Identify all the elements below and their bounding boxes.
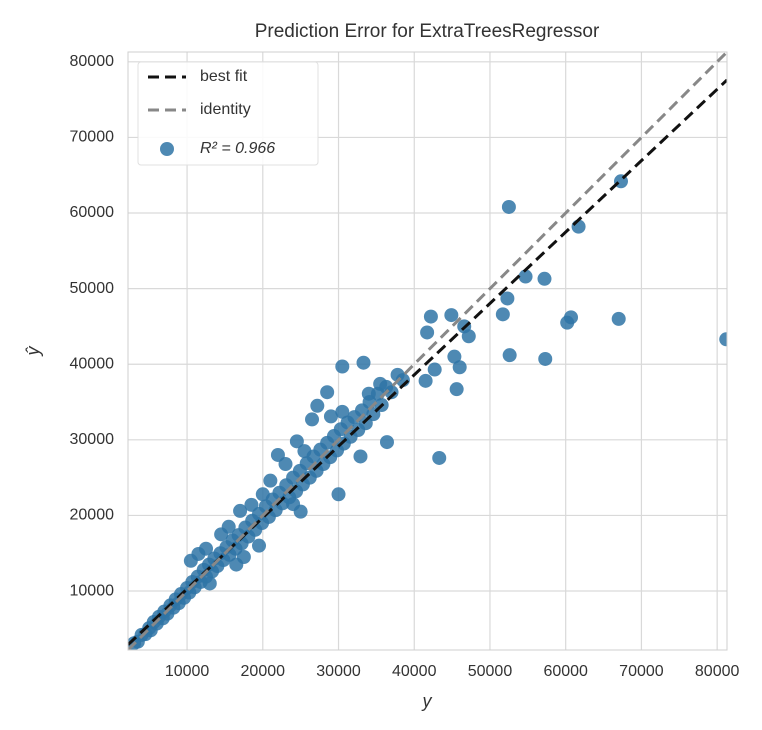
x-tick-label: 70000 (619, 663, 664, 680)
point (538, 351, 553, 366)
point (495, 307, 510, 322)
point (323, 409, 338, 424)
x-tick-label: 30000 (316, 663, 361, 680)
legend-box (137, 61, 319, 166)
point (447, 349, 462, 364)
point (335, 404, 350, 419)
x-tick-label: 10000 (165, 663, 210, 680)
point (461, 329, 476, 344)
y-tick-label: 30000 (70, 431, 115, 448)
point (501, 199, 516, 214)
point (502, 348, 517, 363)
point (719, 332, 727, 347)
point (564, 310, 579, 325)
y-axis-label: ŷ (23, 346, 43, 358)
point (320, 385, 335, 400)
y-tick-label: 10000 (70, 582, 115, 599)
point (373, 376, 388, 391)
point (305, 412, 320, 427)
point (444, 308, 459, 323)
point (449, 382, 464, 397)
legend-marker (160, 142, 174, 156)
legend-label: R² = 0.966 (200, 140, 275, 157)
point (331, 487, 346, 502)
point (452, 360, 467, 375)
y-tick-label: 60000 (70, 204, 115, 221)
legend-label: best fit (200, 68, 248, 85)
plot (128, 52, 727, 650)
y-tick-label: 80000 (70, 53, 115, 70)
x-tick-label: 80000 (695, 663, 740, 680)
point (236, 550, 251, 565)
point (361, 386, 376, 401)
point (418, 373, 433, 388)
point (255, 487, 270, 502)
x-tick-label: 60000 (543, 663, 588, 680)
point (356, 355, 371, 370)
point (233, 503, 248, 518)
y-tick-label: 20000 (70, 507, 115, 524)
x-axis-label: y (421, 691, 433, 711)
x-tick-label: 50000 (468, 663, 513, 680)
point (198, 541, 213, 556)
point (518, 269, 533, 284)
plot-frame (127, 51, 728, 651)
fit-line (128, 52, 727, 650)
point (432, 450, 447, 465)
point (263, 473, 278, 488)
point (278, 457, 293, 472)
point (423, 309, 438, 324)
legend: best fit identity R² = 0.966 (137, 61, 319, 166)
point (500, 291, 515, 306)
legend-label: identity (200, 101, 251, 118)
y-tick-label: 70000 (70, 129, 115, 146)
point (384, 385, 399, 400)
point (286, 497, 301, 512)
point (537, 271, 552, 286)
grid (128, 52, 727, 650)
point (420, 325, 435, 340)
y-tick-label: 40000 (70, 355, 115, 372)
point (202, 576, 217, 591)
point (335, 359, 350, 374)
point (611, 311, 626, 326)
point (297, 444, 312, 459)
point (379, 435, 394, 450)
point (252, 538, 267, 553)
point (221, 519, 236, 534)
chart-title: Prediction Error for ExtraTreesRegressor (255, 21, 600, 42)
point (427, 362, 442, 377)
point (310, 398, 325, 413)
x-tick-label: 40000 (392, 663, 437, 680)
x-tick-label: 20000 (241, 663, 286, 680)
point (289, 434, 304, 449)
point (353, 449, 368, 464)
y-tick-label: 50000 (70, 280, 115, 297)
point (244, 497, 259, 512)
